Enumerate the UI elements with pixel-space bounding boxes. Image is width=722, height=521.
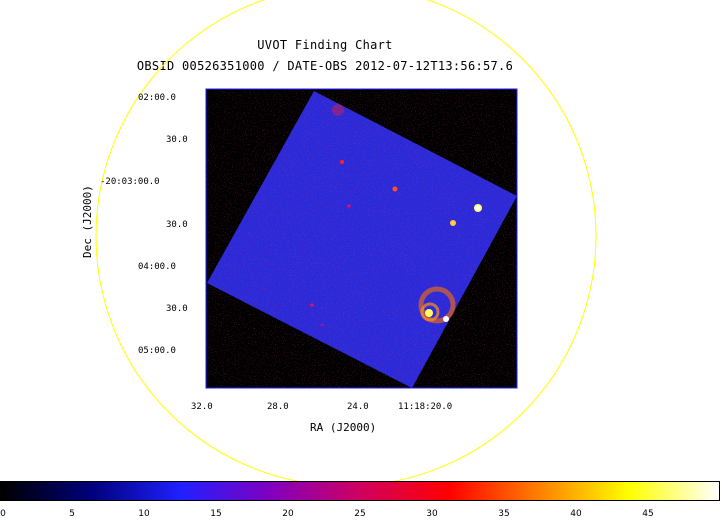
y-tick-label: -20:03:00.0 xyxy=(100,177,160,187)
halo-ring-outer xyxy=(418,286,456,324)
chart-title: UVOT Finding Chart xyxy=(257,38,393,52)
edge-glow xyxy=(332,104,344,116)
colorbar-tick-label: 15 xyxy=(210,509,222,519)
source-white xyxy=(443,316,449,322)
x-axis-label: RA (J2000) xyxy=(310,421,377,434)
halo-ring-inner xyxy=(420,302,440,322)
source-3 xyxy=(392,186,398,192)
colorbar-tick-label: 10 xyxy=(138,509,150,519)
image-frame-border xyxy=(205,88,518,389)
bright-sources xyxy=(310,104,482,327)
x-tick-label: 32.0 xyxy=(191,402,213,412)
x-tick-label: 11:18:20.0 xyxy=(398,402,453,412)
y-tick-label: 02:00.0 xyxy=(138,93,176,103)
colorbar-tick-label: 30 xyxy=(426,509,438,519)
source-core-1 xyxy=(476,206,480,210)
field-noise xyxy=(207,91,517,388)
colorbar-tick-label: 40 xyxy=(570,509,582,519)
colorbar-tick-label: 25 xyxy=(354,509,366,519)
y-axis-label: Dec (J2000) xyxy=(81,185,94,258)
y-tick-label: 05:00.0 xyxy=(138,346,176,356)
x-tick-label: 24.0 xyxy=(347,402,369,412)
colorbar-tick-label: 0 xyxy=(0,509,6,519)
colorbar-tick-label: 45 xyxy=(642,509,654,519)
y-tick-label: 30.0 xyxy=(166,220,188,230)
y-tick-label: 30.0 xyxy=(166,135,188,145)
y-tick-label: 04:00.0 xyxy=(138,262,176,272)
x-tick-label: 28.0 xyxy=(267,402,289,412)
source-7 xyxy=(320,323,324,327)
y-tick-label: 30.0 xyxy=(166,304,188,314)
source-bright-2 xyxy=(450,220,456,226)
source-5 xyxy=(347,204,351,208)
source-4 xyxy=(340,160,344,164)
colorbar xyxy=(0,481,720,501)
colorbar-tick-label: 20 xyxy=(282,509,294,519)
colorbar-tick-label: 35 xyxy=(498,509,510,519)
source-bright-halo xyxy=(425,309,433,317)
colorbar-tick-label: 5 xyxy=(69,509,75,519)
source-6 xyxy=(310,303,314,307)
chart-subtitle: OBSID 00526351000 / DATE-OBS 2012-07-12T… xyxy=(136,59,514,73)
